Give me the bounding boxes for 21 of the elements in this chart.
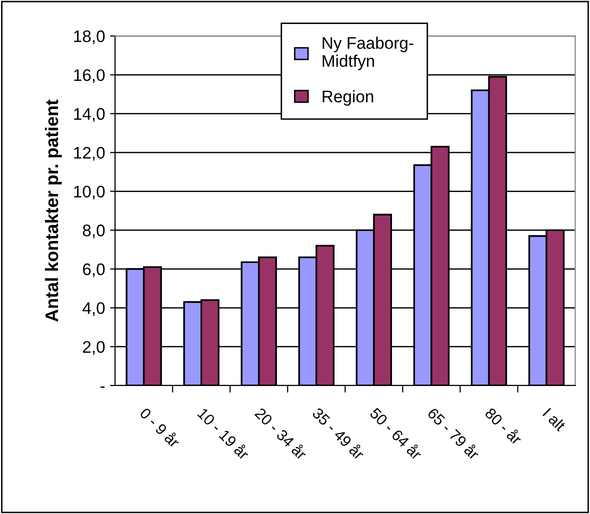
x-tick-label: 65 - 79 år — [426, 406, 482, 460]
x-tick-label: I alt — [542, 407, 567, 432]
y-tick-label: 10,0 — [74, 186, 105, 200]
y-tick-label: 6,0 — [83, 263, 105, 278]
y-tick-label: 12,0 — [74, 146, 105, 161]
legend-label: Region — [322, 90, 374, 106]
y-tick-label: 2,0 — [83, 341, 105, 355]
y-tick-label: - — [100, 386, 105, 388]
x-tick-label: 10 - 19 år — [197, 406, 252, 460]
y-tick-label: 18,0 — [74, 30, 105, 44]
x-tick-label: 20 - 34 år — [254, 406, 309, 460]
x-tick-label: 0 - 9 år — [139, 406, 182, 448]
x-tick-label: 50 - 64 år — [369, 406, 424, 460]
y-tick-label: 8,0 — [82, 224, 105, 238]
y-tick-label: 14,0 — [74, 108, 105, 122]
y-axis-title: Antal kontakter pr. patient — [44, 100, 62, 322]
y-tick-label: 16,0 — [74, 69, 105, 83]
x-tick-label: 35 - 49 år — [312, 406, 366, 460]
y-tick-label: 4,0 — [82, 302, 105, 316]
legend-label: Ny Faaborg- Midtfyn — [322, 36, 414, 70]
x-tick-label: 80 - år — [484, 406, 524, 446]
